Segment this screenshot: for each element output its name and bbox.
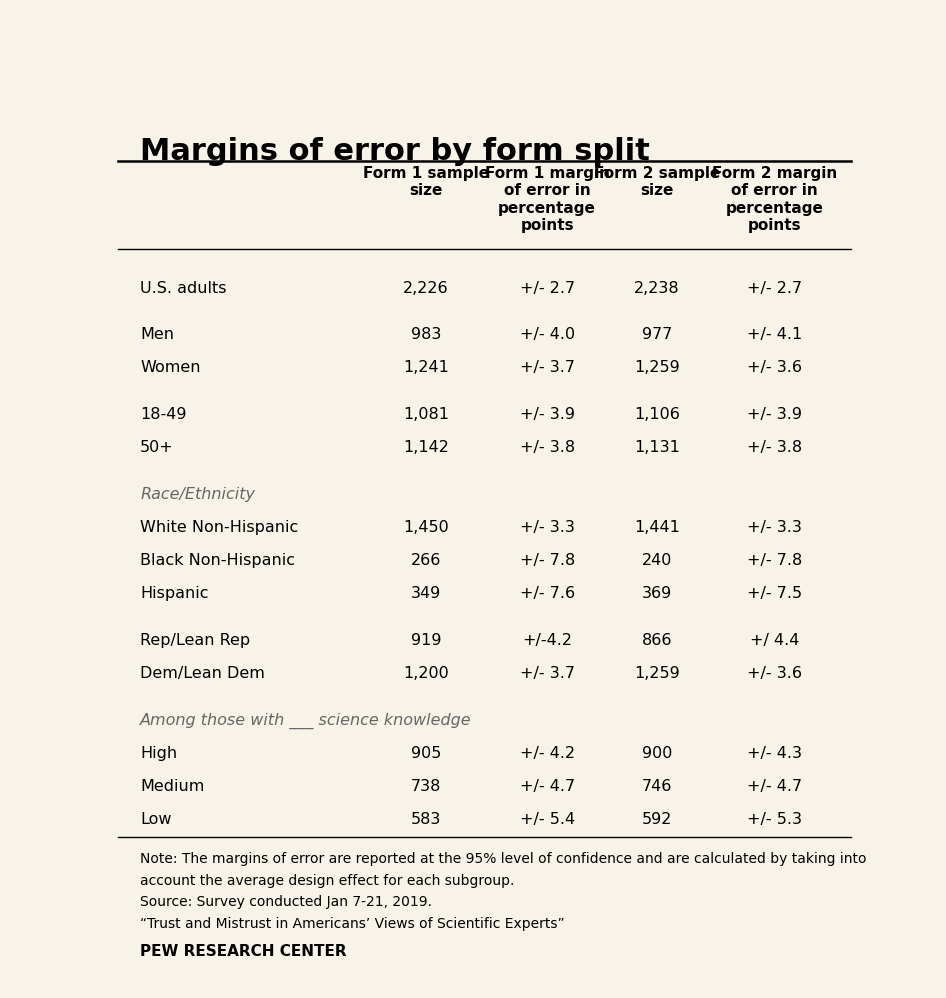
Text: +/- 7.8: +/- 7.8 — [746, 553, 802, 568]
Text: Low: Low — [140, 812, 172, 827]
Text: Source: Survey conducted Jan 7-21, 2019.: Source: Survey conducted Jan 7-21, 2019. — [140, 895, 432, 909]
Text: +/- 7.8: +/- 7.8 — [519, 553, 575, 568]
Text: +/- 4.7: +/- 4.7 — [519, 779, 575, 794]
Text: +/- 4.1: +/- 4.1 — [746, 327, 802, 342]
Text: 866: 866 — [642, 634, 673, 649]
Text: 905: 905 — [411, 747, 442, 761]
Text: +/- 5.4: +/- 5.4 — [519, 812, 575, 827]
Text: White Non-Hispanic: White Non-Hispanic — [140, 520, 299, 535]
Text: 1,142: 1,142 — [403, 440, 449, 455]
Text: Form 2 sample
size: Form 2 sample size — [594, 166, 720, 199]
Text: 2,238: 2,238 — [635, 280, 680, 295]
Text: 983: 983 — [411, 327, 442, 342]
Text: 50+: 50+ — [140, 440, 174, 455]
Text: 240: 240 — [642, 553, 673, 568]
Text: +/- 3.3: +/- 3.3 — [747, 520, 802, 535]
Text: +/- 3.3: +/- 3.3 — [519, 520, 574, 535]
Text: Medium: Medium — [140, 779, 204, 794]
Text: Hispanic: Hispanic — [140, 587, 209, 602]
Text: 1,081: 1,081 — [403, 407, 449, 422]
Text: Men: Men — [140, 327, 174, 342]
Text: Form 2 margin
of error in
percentage
points: Form 2 margin of error in percentage poi… — [711, 166, 837, 234]
Text: 18-49: 18-49 — [140, 407, 186, 422]
Text: 1,441: 1,441 — [634, 520, 680, 535]
Text: Among those with ___ science knowledge: Among those with ___ science knowledge — [140, 713, 472, 729]
Text: +/- 2.7: +/- 2.7 — [519, 280, 575, 295]
Text: 1,131: 1,131 — [634, 440, 680, 455]
Text: +/- 3.7: +/- 3.7 — [519, 667, 574, 682]
Text: 1,259: 1,259 — [634, 667, 680, 682]
Text: +/- 4.0: +/- 4.0 — [519, 327, 575, 342]
Text: +/- 7.6: +/- 7.6 — [519, 587, 575, 602]
Text: +/- 2.7: +/- 2.7 — [746, 280, 802, 295]
Text: +/ 4.4: +/ 4.4 — [750, 634, 799, 649]
Text: +/- 4.2: +/- 4.2 — [519, 747, 575, 761]
Text: PEW RESEARCH CENTER: PEW RESEARCH CENTER — [140, 944, 347, 959]
Text: U.S. adults: U.S. adults — [140, 280, 227, 295]
Text: Black Non-Hispanic: Black Non-Hispanic — [140, 553, 295, 568]
Text: 738: 738 — [411, 779, 442, 794]
Text: +/- 7.5: +/- 7.5 — [746, 587, 802, 602]
Text: +/- 3.7: +/- 3.7 — [519, 360, 574, 375]
Text: +/- 3.9: +/- 3.9 — [519, 407, 574, 422]
Text: 1,259: 1,259 — [634, 360, 680, 375]
Text: +/- 5.3: +/- 5.3 — [747, 812, 802, 827]
Text: Dem/Lean Dem: Dem/Lean Dem — [140, 667, 265, 682]
Text: +/-4.2: +/-4.2 — [522, 634, 572, 649]
Text: 2,226: 2,226 — [403, 280, 449, 295]
Text: 1,106: 1,106 — [634, 407, 680, 422]
Text: 349: 349 — [412, 587, 441, 602]
Text: 592: 592 — [642, 812, 673, 827]
Text: +/- 3.9: +/- 3.9 — [747, 407, 802, 422]
Text: 369: 369 — [642, 587, 673, 602]
Text: 977: 977 — [642, 327, 673, 342]
Text: High: High — [140, 747, 177, 761]
Text: Margins of error by form split: Margins of error by form split — [140, 137, 650, 166]
Text: 1,200: 1,200 — [403, 667, 449, 682]
Text: Form 1 margin
of error in
percentage
points: Form 1 margin of error in percentage poi… — [484, 166, 609, 234]
Text: Rep/Lean Rep: Rep/Lean Rep — [140, 634, 251, 649]
Text: +/- 3.6: +/- 3.6 — [747, 360, 802, 375]
Text: 1,450: 1,450 — [403, 520, 449, 535]
Text: Women: Women — [140, 360, 201, 375]
Text: 919: 919 — [411, 634, 442, 649]
Text: +/- 4.3: +/- 4.3 — [747, 747, 802, 761]
Text: Form 1 sample
size: Form 1 sample size — [363, 166, 489, 199]
Text: +/- 3.6: +/- 3.6 — [747, 667, 802, 682]
Text: 583: 583 — [411, 812, 442, 827]
Text: “Trust and Mistrust in Americans’ Views of Scientific Experts”: “Trust and Mistrust in Americans’ Views … — [140, 916, 565, 931]
Text: +/- 3.8: +/- 3.8 — [519, 440, 575, 455]
Text: 900: 900 — [642, 747, 673, 761]
Text: +/- 4.7: +/- 4.7 — [746, 779, 802, 794]
Text: Race/Ethnicity: Race/Ethnicity — [140, 487, 255, 502]
Text: 1,241: 1,241 — [403, 360, 449, 375]
Text: +/- 3.8: +/- 3.8 — [746, 440, 802, 455]
Text: 746: 746 — [642, 779, 673, 794]
Text: Note: The margins of error are reported at the 95% level of confidence and are c: Note: The margins of error are reported … — [140, 852, 867, 866]
Text: 266: 266 — [411, 553, 442, 568]
Text: account the average design effect for each subgroup.: account the average design effect for ea… — [140, 873, 515, 887]
